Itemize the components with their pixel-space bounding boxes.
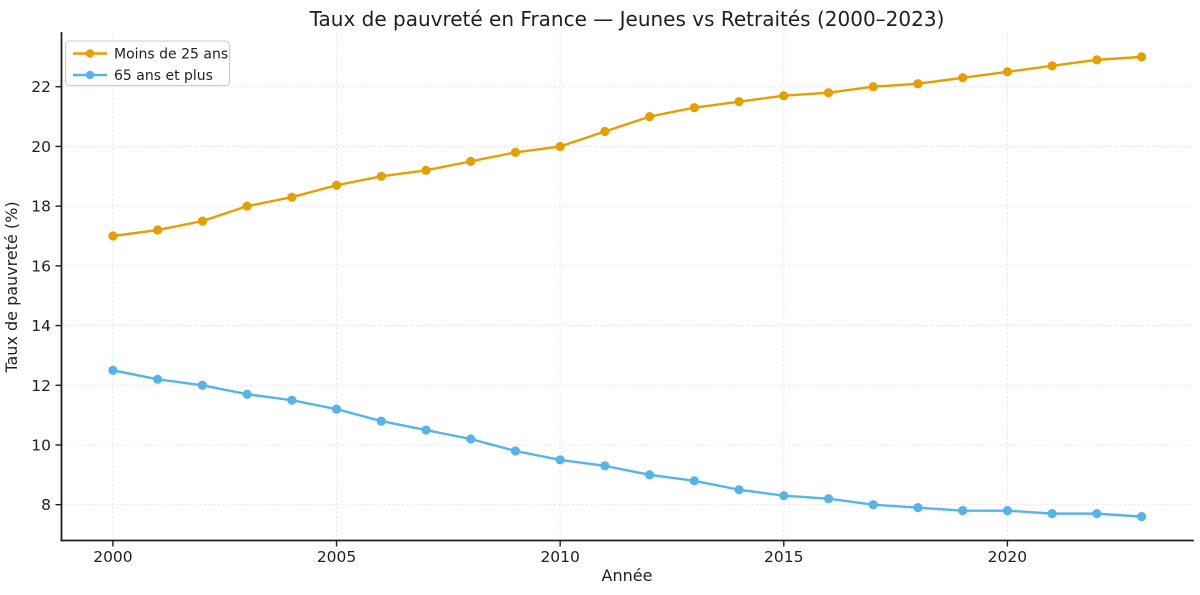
legend: Moins de 25 ans 65 ans et plus [65, 40, 230, 86]
data-point-marker [1047, 509, 1057, 519]
x-tick-label: 2000 [93, 548, 132, 566]
data-point-marker [287, 192, 297, 202]
data-point-marker [421, 425, 431, 435]
y-tick-label: 14 [31, 317, 51, 335]
gridlines [61, 33, 1193, 541]
series-line-65-ans-et-plus [111, 369, 1143, 518]
x-tick-label: 2005 [317, 548, 356, 566]
legend-label: 65 ans et plus [114, 68, 213, 84]
data-point-marker [1092, 55, 1102, 65]
data-point-marker [376, 171, 386, 181]
data-point-marker [510, 446, 521, 456]
y-tick-label: 16 [31, 257, 51, 275]
data-point-marker [242, 389, 252, 399]
data-point-marker [913, 503, 923, 513]
data-point-marker [779, 491, 789, 501]
data-point-marker [421, 165, 431, 175]
data-point-marker [1002, 506, 1012, 516]
data-point-marker [1136, 52, 1147, 62]
x-tick-label: 2020 [988, 548, 1027, 566]
chart-title: Taux de pauvreté en France — Jeunes vs R… [309, 7, 945, 31]
x-tick-label: 2015 [764, 548, 803, 566]
data-point-marker [1002, 67, 1012, 77]
data-point-marker [466, 434, 476, 444]
axes-spines [60, 32, 1194, 542]
data-point-marker [287, 395, 297, 405]
tick-labels: 2000 2005 2010 2015 2020 8 10 12 14 16 18 20 22 [31, 78, 1027, 566]
data-point-marker [1092, 509, 1102, 519]
data-point-marker [645, 470, 655, 480]
y-tick-label: 12 [31, 377, 51, 395]
data-point-marker [734, 485, 744, 495]
data-point-marker [242, 201, 252, 211]
data-point-marker [466, 156, 476, 166]
data-point-marker [823, 494, 834, 504]
data-point-marker [376, 416, 386, 426]
chart-generated-layers: 2000 2005 2010 2015 2020 8 10 12 14 16 18 20 22 Moins… [31, 32, 1194, 566]
data-point-marker [197, 216, 207, 226]
y-tick-label: 22 [31, 78, 51, 96]
data-point-marker [108, 231, 118, 241]
data-point-marker [645, 111, 655, 122]
y-tick-label: 20 [31, 138, 51, 156]
data-point-marker [600, 126, 610, 137]
y-axis-label: Taux de pauvreté (%) [2, 201, 21, 373]
data-point-marker [958, 73, 968, 83]
data-point-marker [108, 365, 118, 375]
data-point-marker [1047, 61, 1057, 71]
legend-label: Moins de 25 ans [114, 47, 228, 63]
data-point-marker [868, 500, 878, 510]
series-line-moins-de-25-ans [111, 55, 1143, 238]
data-point-marker [331, 180, 342, 190]
series-moins-de-25-ans [108, 52, 1147, 241]
data-point-marker [1136, 512, 1147, 522]
data-point-marker [555, 455, 565, 465]
data-point-marker [510, 147, 521, 158]
data-point-marker [331, 404, 342, 414]
series-65-ans-et-plus [108, 365, 1147, 522]
data-point-marker [600, 461, 610, 471]
data-point-marker [868, 82, 878, 92]
tick-marks [55, 86, 1009, 547]
data-point-marker [913, 79, 923, 89]
x-axis-label: Année [602, 566, 653, 585]
data-point-marker [734, 97, 744, 107]
legend-swatch-marker [85, 49, 95, 58]
data-point-marker [958, 506, 968, 516]
y-tick-label: 8 [41, 496, 51, 514]
legend-swatch-marker [85, 70, 95, 80]
data-point-marker [153, 374, 163, 384]
data-point-marker [555, 141, 565, 152]
data-point-marker [153, 225, 163, 235]
y-tick-label: 10 [31, 436, 51, 454]
x-tick-label: 2010 [540, 548, 579, 566]
data-point-marker [197, 380, 207, 390]
data-point-marker [689, 476, 699, 486]
data-point-marker [823, 88, 834, 98]
data-point-marker [689, 103, 699, 113]
data-point-marker [779, 91, 789, 101]
y-tick-label: 18 [31, 198, 51, 216]
